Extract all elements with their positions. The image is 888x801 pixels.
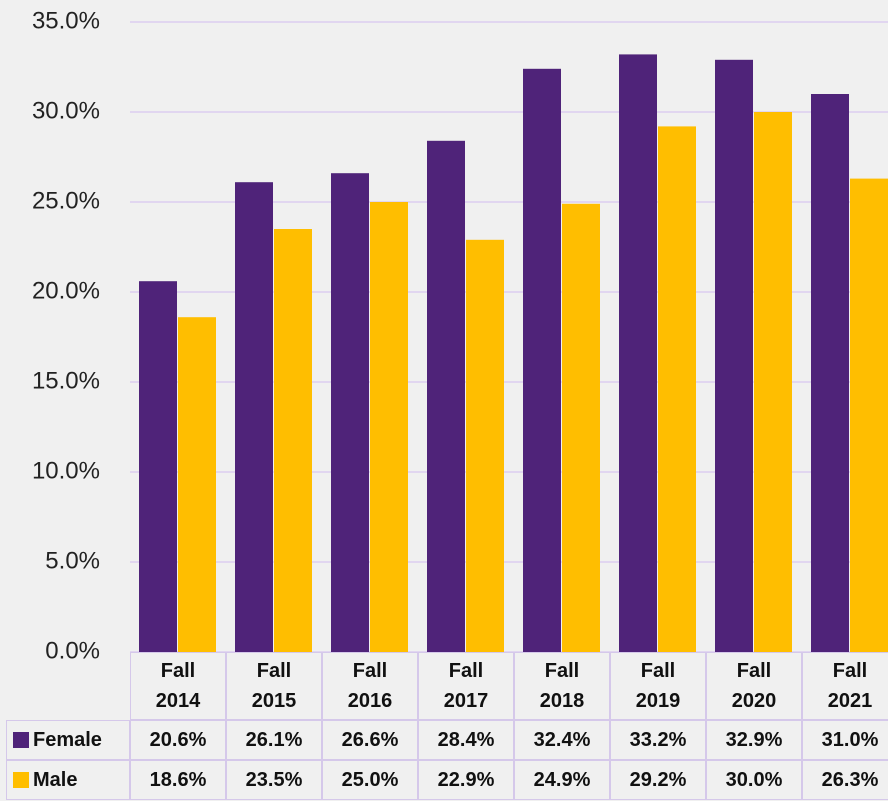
table-value: 33.2% bbox=[610, 720, 706, 760]
table-value: 22.9% bbox=[418, 760, 514, 800]
bar bbox=[850, 178, 888, 652]
legend-entry: Male bbox=[6, 760, 130, 800]
bar bbox=[562, 203, 600, 653]
table-value: 29.2% bbox=[610, 760, 706, 800]
category-label-text: Fall 2017 bbox=[443, 660, 489, 712]
bar bbox=[235, 182, 273, 652]
category-label: Fall 2017 bbox=[418, 652, 514, 720]
bar bbox=[466, 239, 504, 653]
bar bbox=[715, 59, 753, 653]
category-label: Fall 2020 bbox=[706, 652, 802, 720]
legend-label: Male bbox=[33, 769, 78, 791]
category-label: Fall 2014 bbox=[130, 652, 226, 720]
table-value-text: 26.6% bbox=[341, 729, 399, 751]
table-value: 26.1% bbox=[226, 720, 322, 760]
table-value: 30.0% bbox=[706, 760, 802, 800]
table-value: 24.9% bbox=[514, 760, 610, 800]
category-label: Fall 2015 bbox=[226, 652, 322, 720]
category-label-text: Fall 2015 bbox=[251, 660, 297, 712]
table-value: 31.0% bbox=[802, 720, 888, 760]
bar bbox=[523, 68, 561, 653]
table-value-text: 31.0% bbox=[821, 729, 879, 751]
category-label-text: Fall 2016 bbox=[347, 660, 393, 712]
y-tick-label: 10.0% bbox=[32, 457, 100, 484]
table-value: 26.6% bbox=[322, 720, 418, 760]
legend-swatch bbox=[13, 732, 29, 748]
table-value-text: 25.0% bbox=[341, 769, 399, 791]
table-value-text: 26.1% bbox=[245, 729, 303, 751]
table-value-text: 33.2% bbox=[629, 729, 687, 751]
y-tick-label: 5.0% bbox=[45, 547, 100, 574]
table-value-text: 20.6% bbox=[149, 729, 207, 751]
table-value-text: 23.5% bbox=[245, 769, 303, 791]
bar bbox=[619, 54, 657, 652]
table-value: 28.4% bbox=[418, 720, 514, 760]
category-label-text: Fall 2014 bbox=[155, 660, 201, 712]
table-value-text: 22.9% bbox=[437, 769, 495, 791]
y-tick-label: 0.0% bbox=[45, 637, 100, 664]
table-value-text: 28.4% bbox=[437, 729, 495, 751]
category-label: Fall 2019 bbox=[610, 652, 706, 720]
table-value-text: 24.9% bbox=[533, 769, 591, 791]
table-value: 32.9% bbox=[706, 720, 802, 760]
bar bbox=[274, 229, 312, 652]
table-value: 26.3% bbox=[802, 760, 888, 800]
legend-label: Female bbox=[33, 729, 102, 751]
bar bbox=[754, 112, 792, 652]
category-label: Fall 2018 bbox=[514, 652, 610, 720]
bar bbox=[811, 94, 849, 652]
table-value: 18.6% bbox=[130, 760, 226, 800]
legend-entry: Female bbox=[6, 720, 130, 760]
category-label: Fall 2016 bbox=[322, 652, 418, 720]
legend-swatch bbox=[13, 772, 29, 788]
table-value: 25.0% bbox=[322, 760, 418, 800]
table-value: 23.5% bbox=[226, 760, 322, 800]
bar bbox=[139, 281, 177, 652]
table-value: 20.6% bbox=[130, 720, 226, 760]
y-tick-label: 30.0% bbox=[32, 97, 100, 124]
table-value-text: 32.9% bbox=[725, 729, 783, 751]
y-tick-label: 25.0% bbox=[32, 187, 100, 214]
category-label-text: Fall 2020 bbox=[731, 660, 777, 712]
table-value-text: 30.0% bbox=[725, 769, 783, 791]
category-label-text: Fall 2021 bbox=[827, 660, 873, 712]
table-value-text: 26.3% bbox=[821, 769, 879, 791]
bar bbox=[427, 140, 465, 653]
category-label: Fall 2021 bbox=[802, 652, 888, 720]
bar bbox=[331, 173, 369, 652]
table-value-text: 32.4% bbox=[533, 729, 591, 751]
y-tick-label: 15.0% bbox=[32, 367, 100, 394]
table-value: 32.4% bbox=[514, 720, 610, 760]
bar bbox=[658, 126, 696, 652]
category-label-text: Fall 2019 bbox=[635, 660, 681, 712]
bar bbox=[370, 202, 408, 652]
table-value-text: 18.6% bbox=[149, 769, 207, 791]
table-value-text: 29.2% bbox=[629, 769, 687, 791]
y-tick-label: 35.0% bbox=[32, 7, 100, 34]
y-tick-label: 20.0% bbox=[32, 277, 100, 304]
bar bbox=[178, 317, 216, 652]
category-label-text: Fall 2018 bbox=[539, 660, 585, 712]
